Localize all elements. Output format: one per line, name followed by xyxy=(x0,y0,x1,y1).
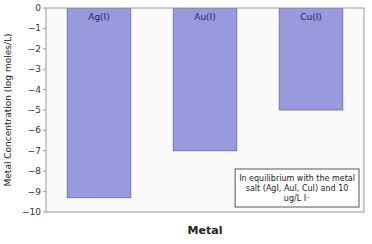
tick-label: −2 xyxy=(28,44,41,54)
bar xyxy=(279,8,343,110)
tick-mark xyxy=(43,130,46,131)
tick-mark xyxy=(43,28,46,29)
tick-label: −5 xyxy=(28,105,41,115)
chart: Ag(I) Au(I) Cu(I) 0 −1 −2 −3 −4 −5 −6 −7 −8 −9 −10 Met… xyxy=(0,0,372,244)
tick-label: −6 xyxy=(28,125,42,135)
annotation: In equilibrium with the metalsalt (AgI, … xyxy=(239,174,355,203)
annotation-box: In equilibrium with the metalsalt (AgI, … xyxy=(235,169,359,207)
tick-label: −8 xyxy=(28,166,42,176)
tick-mark xyxy=(43,171,46,172)
tick-label: −4 xyxy=(28,85,42,95)
tick-mark xyxy=(43,150,46,151)
tick-label: −10 xyxy=(22,207,41,217)
tick-mark xyxy=(43,8,46,9)
tick-label: 0 xyxy=(35,3,41,13)
tick-label: −1 xyxy=(28,23,41,33)
tick-mark xyxy=(43,110,46,111)
tick-mark xyxy=(43,89,46,90)
bar xyxy=(67,8,131,198)
tick-label: −3 xyxy=(28,64,41,74)
axis-title: Metal Concentration (log moles/L) xyxy=(3,34,13,187)
tick-mark xyxy=(43,69,46,70)
category-label: Au(I) xyxy=(194,12,216,22)
tick-label: −7 xyxy=(28,146,41,156)
tick-mark xyxy=(43,191,46,192)
plot-area xyxy=(46,8,364,212)
annotation-frame xyxy=(235,169,359,207)
plot-frame xyxy=(46,8,364,212)
tick-mark xyxy=(43,48,46,49)
tick-mark xyxy=(43,212,46,213)
chart-container: Ag(I) Au(I) Cu(I) 0 −1 −2 −3 −4 −5 −6 −7 −8 −9 −10 Met… xyxy=(0,0,372,244)
axis-title: Metal xyxy=(188,224,223,237)
bar xyxy=(173,8,237,151)
tick-label: −9 xyxy=(28,187,42,197)
category-label: Ag(I) xyxy=(88,12,110,22)
category-label: Cu(I) xyxy=(300,12,322,22)
